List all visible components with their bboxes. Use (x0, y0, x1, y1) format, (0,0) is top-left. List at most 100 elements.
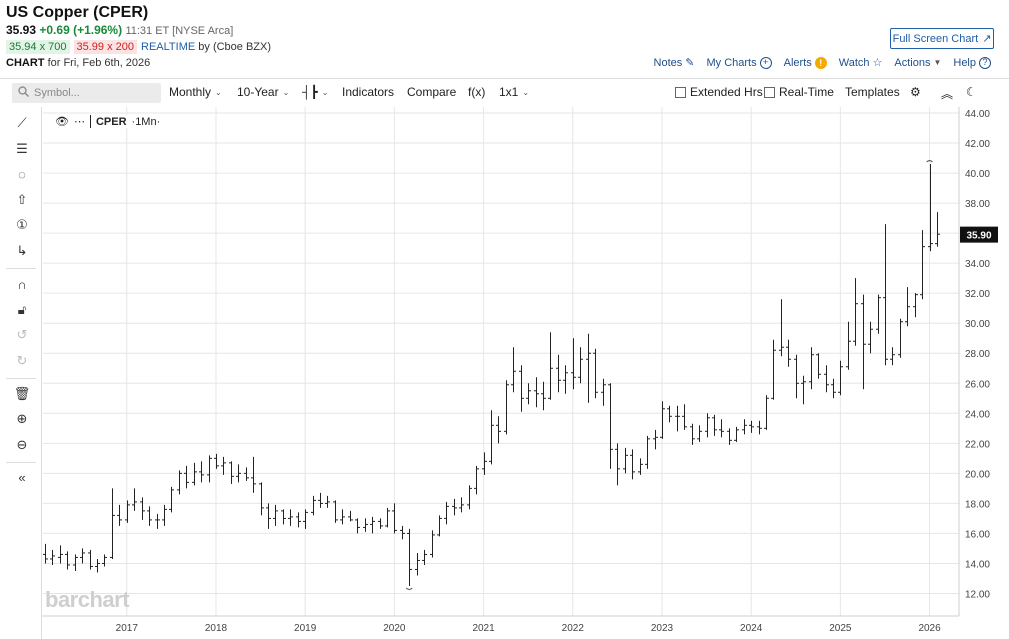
price-chart[interactable]: 12.00 14.00 16.00 18.00 20.00 22.00 24.00 26.00… (42, 107, 1009, 639)
ohlc-bar[interactable] (623, 447, 628, 474)
ohlc-bar[interactable] (749, 420, 754, 433)
ohlc-bar[interactable] (125, 500, 130, 523)
ohlc-bar[interactable] (571, 338, 576, 390)
ohlc-bar[interactable] (541, 381, 546, 411)
ohlc-bar[interactable] (682, 404, 687, 430)
ohlc-bar[interactable] (534, 377, 539, 408)
help-link[interactable]: Help? (953, 56, 991, 69)
ohlc-bar[interactable] (430, 530, 435, 558)
ohlc-bar[interactable] (556, 354, 561, 393)
ohlc-bar[interactable] (511, 347, 516, 393)
annotation-tool-icon[interactable]: ① (16, 217, 28, 232)
ohlc-bar[interactable] (214, 453, 219, 469)
ohlc-bar[interactable] (913, 293, 918, 318)
ohlc-bar[interactable] (757, 420, 762, 435)
ohlc-bar[interactable] (928, 164, 933, 252)
templates-button[interactable]: Templates (845, 85, 900, 99)
settings-gear-icon[interactable]: ⚙ (910, 85, 921, 99)
ohlc-bar[interactable] (890, 347, 895, 366)
ohlc-bar[interactable] (526, 383, 531, 405)
alerts-link[interactable]: Alerts! (784, 56, 827, 69)
ohlc-bar[interactable] (266, 503, 271, 529)
trendline-tool-icon[interactable]: ⟋ (17, 115, 27, 130)
ohlc-bar[interactable] (452, 498, 457, 516)
ohlc-bar[interactable] (58, 545, 63, 564)
ohlc-bar[interactable] (281, 509, 286, 525)
ohlc-bar[interactable] (378, 518, 383, 529)
ohlc-bar[interactable] (615, 443, 620, 486)
ohlc-bar[interactable] (853, 278, 858, 346)
fibonacci-tool-icon[interactable]: ☰ (16, 141, 28, 156)
ohlc-bar[interactable] (630, 449, 635, 480)
ohlc-bar[interactable] (422, 549, 427, 565)
ohlc-bar[interactable] (333, 500, 338, 523)
ohlc-bar[interactable] (578, 347, 583, 384)
ohlc-bar[interactable] (719, 419, 724, 438)
ohlc-bar[interactable] (288, 509, 293, 526)
ohlc-bar[interactable] (876, 294, 881, 334)
ohlc-bar[interactable] (192, 462, 197, 486)
ohlc-bar[interactable] (883, 224, 888, 366)
ohlc-bar[interactable] (489, 410, 494, 465)
ohlc-bar[interactable] (824, 365, 829, 393)
ohlc-bar[interactable] (340, 509, 345, 525)
ohlc-bar[interactable] (400, 525, 405, 540)
realtime-checkbox[interactable]: Real-Time (764, 85, 834, 99)
ohlc-bar[interactable] (50, 549, 55, 565)
ohlc-bar[interactable] (155, 513, 160, 529)
ohlc-bar[interactable] (905, 287, 910, 327)
ohlc-bar[interactable] (667, 405, 672, 423)
ohlc-bar[interactable] (162, 504, 167, 526)
symbol-search-input[interactable]: Symbol... (12, 83, 161, 103)
ohlc-bar[interactable] (415, 552, 420, 576)
ohlc-bar[interactable] (273, 504, 278, 526)
actions-link[interactable]: Actions ▼ (894, 56, 942, 69)
ohlc-bar[interactable] (444, 501, 449, 525)
ohlc-bar[interactable] (140, 497, 145, 520)
ohlc-bar[interactable] (734, 426, 739, 442)
compare-button[interactable]: Compare (407, 85, 457, 99)
notes-link[interactable]: Notes ✎ (653, 56, 695, 70)
ohlc-bar[interactable] (348, 510, 353, 522)
ohlc-bar[interactable] (199, 461, 204, 483)
shape-tool-icon[interactable]: ◌ (18, 166, 26, 182)
layout-select[interactable]: 1x1 ⌄ (499, 85, 530, 99)
ohlc-bar[interactable] (861, 294, 866, 390)
ohlc-bar[interactable] (355, 518, 360, 534)
indicators-button[interactable]: Indicators (342, 85, 395, 99)
ohlc-bar[interactable] (608, 383, 613, 469)
ohlc-bar[interactable] (392, 503, 397, 534)
range-select[interactable]: 10-Year ⌄ (237, 85, 290, 99)
ohlc-bar[interactable] (727, 428, 732, 445)
ohlc-bar[interactable] (563, 365, 568, 394)
ohlc-bar[interactable] (221, 456, 226, 475)
ohlc-bar[interactable] (519, 365, 524, 412)
ohlc-bar[interactable] (385, 507, 390, 528)
ohlc-bar[interactable] (43, 543, 48, 564)
ohlc-bar[interactable] (653, 429, 658, 450)
ohlc-bar[interactable] (244, 467, 249, 481)
lock-icon[interactable]: 🔓︎ (17, 302, 27, 317)
ohlc-bar[interactable] (363, 518, 368, 532)
ohlc-bar[interactable] (147, 506, 152, 526)
ohlc-bar[interactable] (459, 497, 464, 513)
extended-hours-checkbox[interactable]: Extended Hrs (675, 85, 763, 99)
ohlc-bar[interactable] (586, 333, 591, 403)
ohlc-bar[interactable] (831, 378, 836, 399)
ohlc-bar[interactable] (593, 348, 598, 399)
eye-icon[interactable]: 👁︎ (55, 116, 69, 128)
magnet-icon[interactable]: ∩ (17, 276, 27, 292)
ohlc-bar[interactable] (675, 405, 680, 432)
ohlc-bar[interactable] (794, 354, 799, 399)
ohlc-bar[interactable] (935, 212, 940, 247)
full-screen-chart-button[interactable]: Full Screen Chart ↗ (890, 28, 994, 49)
zoom-out-icon[interactable]: ⊖ (16, 437, 28, 452)
zoom-in-icon[interactable]: ⊕ (16, 411, 28, 426)
ohlc-bar[interactable] (73, 554, 78, 571)
ohlc-bar[interactable] (705, 413, 710, 438)
collapse-left-icon[interactable]: « (18, 469, 26, 485)
ohlc-bar[interactable] (474, 465, 479, 495)
undo-icon[interactable]: ↺ (16, 327, 28, 342)
ohlc-bar[interactable] (482, 452, 487, 475)
ohlc-bar[interactable] (207, 455, 212, 483)
